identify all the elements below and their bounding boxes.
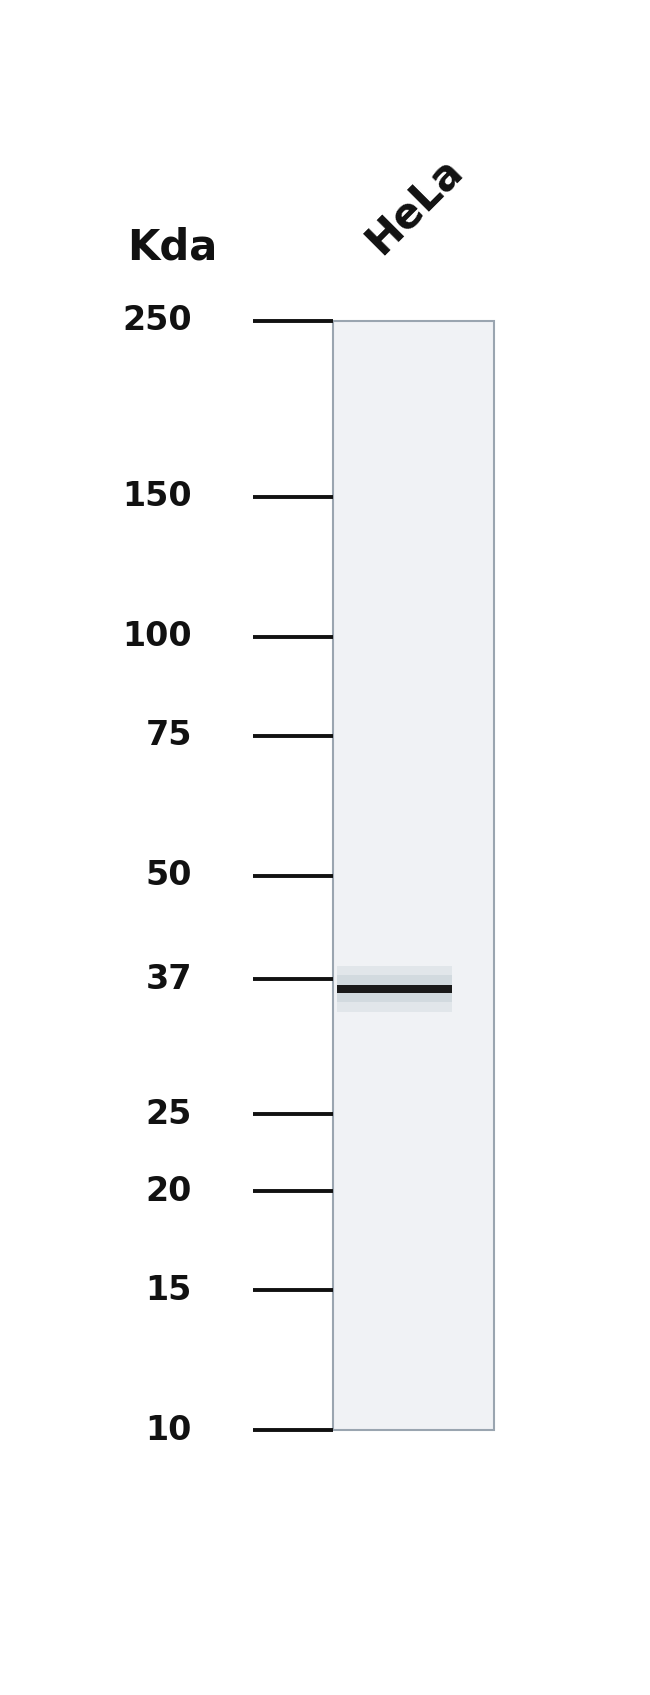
Bar — [337, 985, 452, 993]
Text: 10: 10 — [146, 1414, 192, 1448]
Text: Kda: Kda — [127, 227, 217, 270]
Text: 15: 15 — [146, 1275, 192, 1307]
Text: 20: 20 — [146, 1175, 192, 1209]
Text: 37: 37 — [146, 963, 192, 997]
Text: 25: 25 — [146, 1098, 192, 1131]
Text: HeLa: HeLa — [358, 149, 470, 263]
Text: 250: 250 — [122, 305, 192, 337]
Text: 50: 50 — [146, 859, 192, 892]
Bar — [337, 966, 452, 1012]
Text: 150: 150 — [122, 480, 192, 514]
Bar — [333, 320, 495, 1431]
Bar — [337, 975, 452, 1002]
Text: 75: 75 — [146, 719, 192, 753]
Text: 100: 100 — [122, 620, 192, 653]
